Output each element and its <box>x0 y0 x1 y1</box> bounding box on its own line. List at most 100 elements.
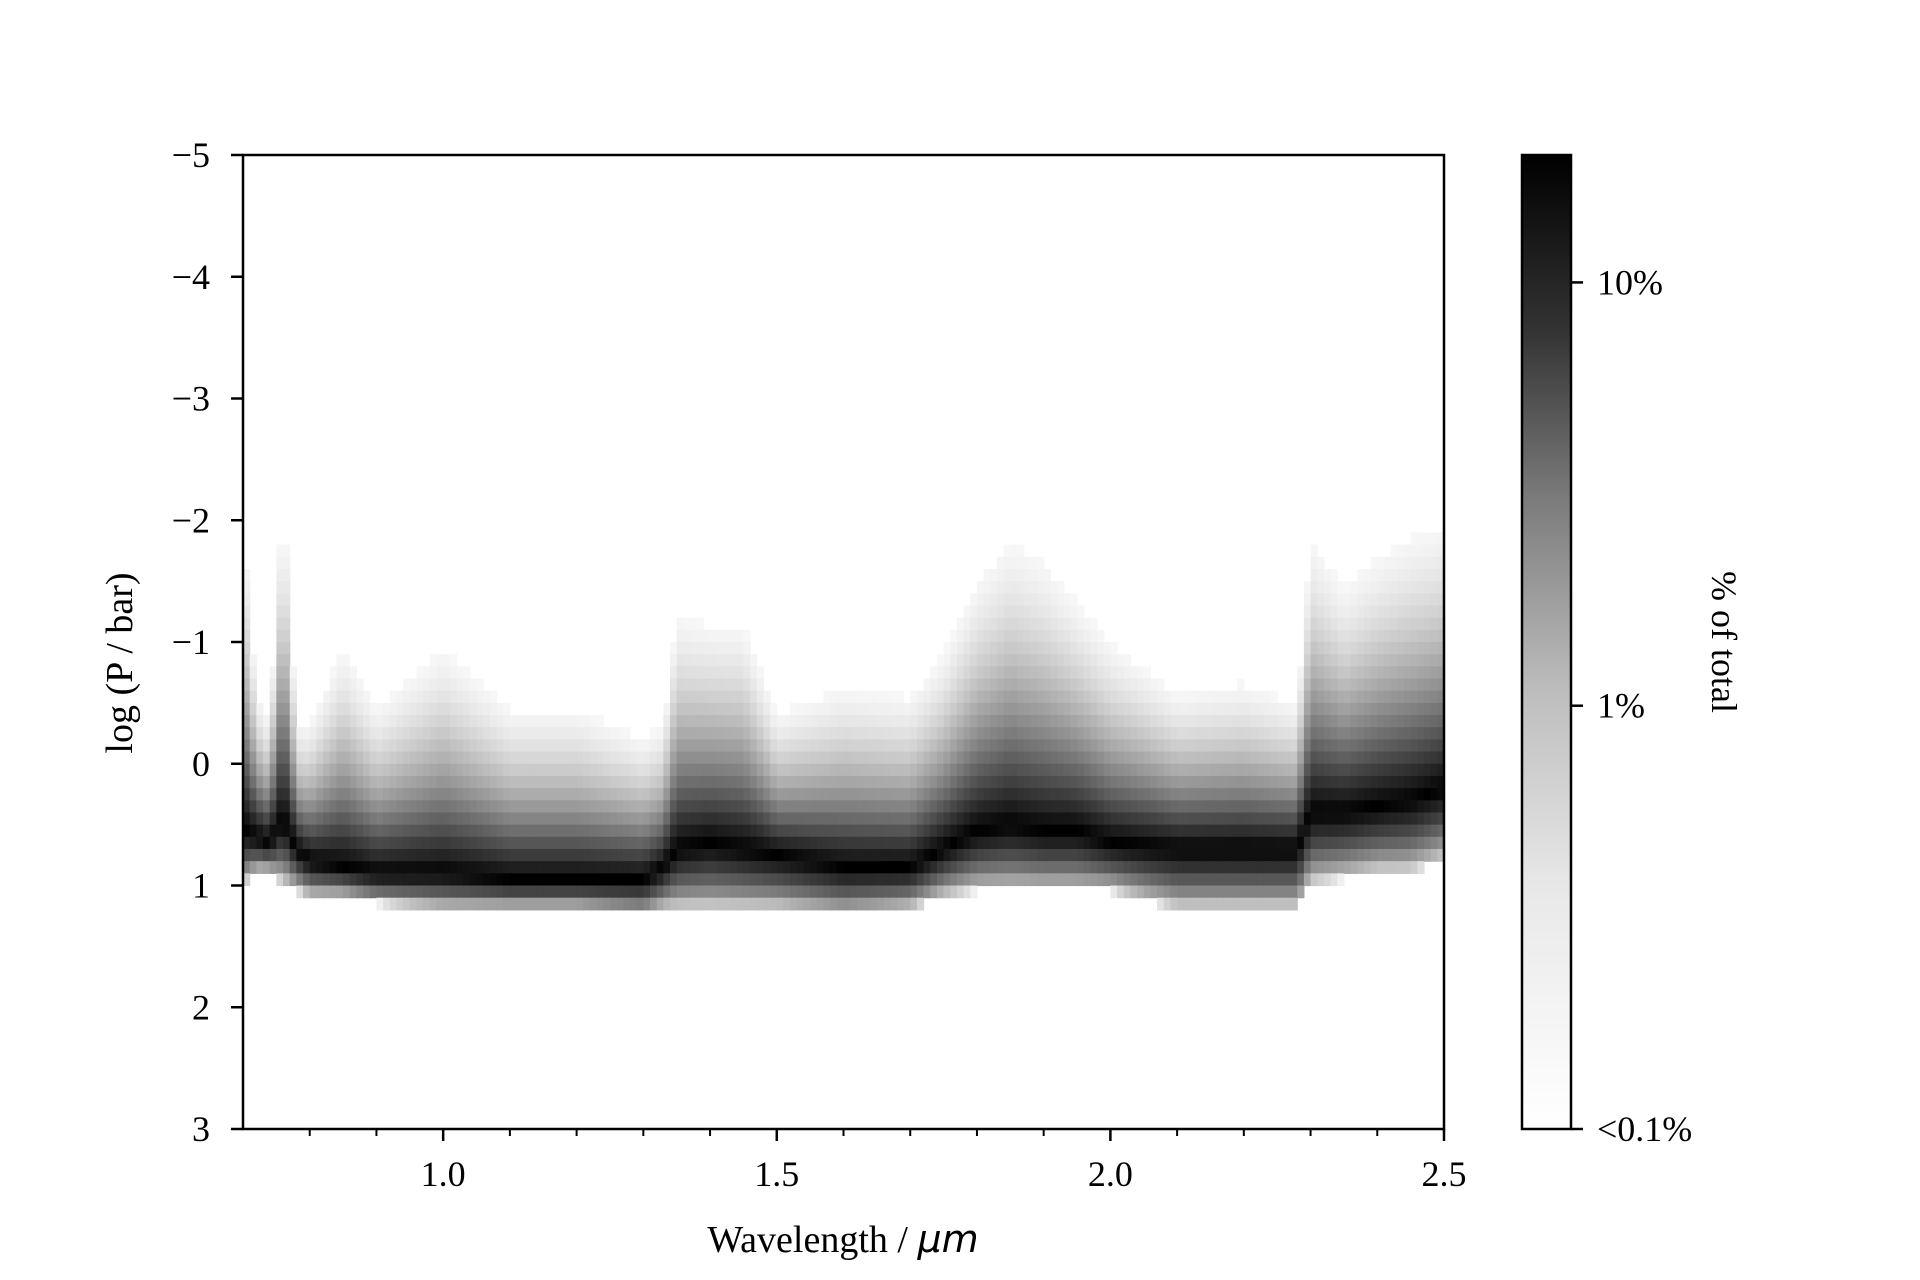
heatmap-cell <box>1030 593 1038 607</box>
heatmap-cell <box>696 775 704 789</box>
heatmap-cell <box>563 885 571 899</box>
heatmap-cell <box>996 715 1005 728</box>
heatmap-cell <box>703 763 711 777</box>
heatmap-cell <box>1137 873 1145 887</box>
heatmap-cell <box>1217 812 1225 826</box>
heatmap-cell <box>783 775 791 789</box>
heatmap-cell <box>1397 593 1405 607</box>
heatmap-cell <box>970 739 978 753</box>
heatmap-cell <box>1303 654 1312 667</box>
heatmap-cell <box>1377 715 1385 728</box>
heatmap-cell <box>836 800 845 814</box>
heatmap-cell <box>990 739 998 753</box>
heatmap-cell <box>976 751 985 765</box>
heatmap-cell <box>263 751 271 765</box>
heatmap-cell <box>596 824 604 838</box>
heatmap-cell <box>243 873 251 887</box>
heatmap-cell <box>1383 702 1392 716</box>
heatmap-cell <box>583 885 591 899</box>
heatmap-cell <box>1003 800 1011 814</box>
heatmap-cell <box>976 642 985 655</box>
heatmap-cell <box>1003 775 1011 789</box>
heatmap-cell <box>1403 751 1412 765</box>
heatmap-cell <box>523 788 531 801</box>
heatmap-cell <box>483 775 491 789</box>
heatmap-cell <box>1397 568 1405 582</box>
heatmap-cell <box>496 861 504 874</box>
heatmap-cell <box>329 885 338 899</box>
heatmap-cell <box>1170 763 1178 777</box>
heatmap-cell <box>376 788 384 801</box>
heatmap-cell <box>496 715 504 728</box>
heatmap-cell <box>349 666 358 680</box>
heatmap-cell <box>1137 702 1145 716</box>
heatmap-cell <box>776 751 785 765</box>
heatmap-cell <box>429 897 438 911</box>
heatmap-cell <box>810 751 818 765</box>
heatmap-cell <box>683 800 691 814</box>
heatmap-cell <box>383 727 391 740</box>
heatmap-cell <box>256 800 264 814</box>
heatmap-cell <box>623 824 631 838</box>
heatmap-cell <box>509 800 518 814</box>
heatmap-cell <box>336 788 344 801</box>
colorbar-ticks: <0.1%1%10% <box>1571 262 1692 1149</box>
heatmap-cell <box>830 751 838 765</box>
heatmap-cell <box>1103 848 1111 862</box>
heatmap-cell <box>476 727 484 740</box>
heatmap-cell <box>309 763 317 777</box>
heatmap-cell <box>783 897 791 911</box>
heatmap-cell <box>1016 702 1025 716</box>
heatmap-cell <box>1030 568 1038 582</box>
heatmap-cell <box>543 885 551 899</box>
heatmap-cell <box>1003 812 1011 826</box>
heatmap-cell <box>703 836 711 850</box>
heatmap-cell <box>403 763 411 777</box>
heatmap-cell <box>1343 581 1352 594</box>
heatmap-cell <box>1390 836 1398 850</box>
heatmap-cell <box>1170 897 1178 911</box>
heatmap-cell <box>676 715 684 728</box>
heatmap-cell <box>1110 654 1118 667</box>
heatmap-cell <box>289 836 297 850</box>
heatmap-cell <box>1410 556 1418 570</box>
heatmap-cell <box>970 848 978 862</box>
heatmap-cell <box>1343 605 1352 619</box>
heatmap-cell <box>643 775 651 789</box>
heatmap-cell <box>1090 629 1098 643</box>
heatmap-cell <box>416 897 424 911</box>
heatmap-cell <box>1077 800 1085 814</box>
heatmap-cell <box>1377 775 1385 789</box>
colorbar-title: % of total <box>1704 571 1744 713</box>
heatmap-cell <box>1337 654 1345 667</box>
heatmap-cell <box>1016 836 1025 850</box>
heatmap-cell <box>376 873 384 887</box>
heatmap-cell <box>1390 812 1398 826</box>
heatmap-cell <box>856 690 865 704</box>
heatmap-cell <box>1383 581 1392 594</box>
heatmap-cell <box>1003 568 1011 582</box>
heatmap-cell <box>1430 702 1438 716</box>
heatmap-cell <box>856 702 865 716</box>
heatmap-cell <box>970 654 978 667</box>
heatmap-cell <box>1103 678 1111 692</box>
heatmap-cell <box>1177 861 1185 874</box>
heatmap-cell <box>1190 727 1198 740</box>
heatmap-cell <box>349 678 358 692</box>
heatmap-cell <box>403 702 411 716</box>
heatmap-cell <box>1310 873 1318 887</box>
heatmap-cell <box>823 812 831 826</box>
heatmap-cell <box>303 739 311 753</box>
heatmap-cell <box>810 788 818 801</box>
heatmap-cell <box>1270 727 1278 740</box>
heatmap-cell <box>1330 715 1338 728</box>
heatmap-cell <box>943 812 951 826</box>
heatmap-cell <box>810 763 818 777</box>
heatmap-cell <box>276 629 284 643</box>
heatmap-cell <box>583 897 591 911</box>
heatmap-cell <box>1050 824 1058 838</box>
heatmap-cell <box>529 739 538 753</box>
heatmap-cell <box>1350 629 1358 643</box>
heatmap-cell <box>383 861 391 874</box>
heatmap-cell <box>783 727 791 740</box>
